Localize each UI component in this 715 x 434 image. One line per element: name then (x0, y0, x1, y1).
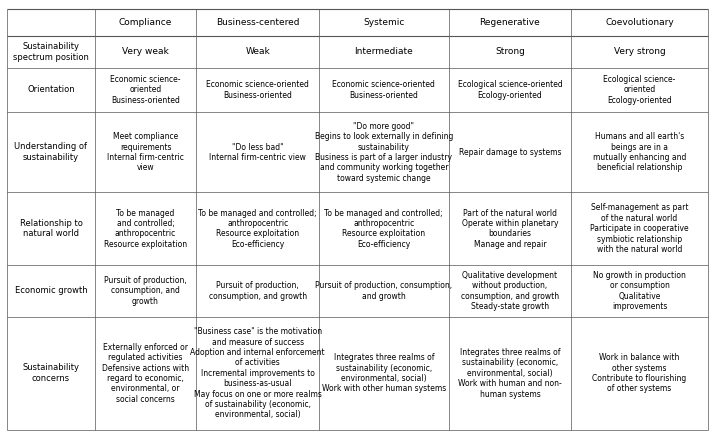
Text: Qualitative development
without production,
consumption, and growth
Steady-state: Qualitative development without producti… (461, 271, 559, 311)
Text: Pursuit of production,
consumption, and growth: Pursuit of production, consumption, and … (209, 281, 307, 301)
Text: Externally enforced or
regulated activities
Defensive actions with
regard to eco: Externally enforced or regulated activit… (102, 343, 189, 404)
Text: Economic science-oriented
Business-oriented: Economic science-oriented Business-orien… (332, 80, 435, 99)
Text: Business-centered: Business-centered (216, 18, 300, 26)
Text: Coevolutionary: Coevolutionary (605, 18, 674, 26)
Text: Systemic: Systemic (363, 18, 405, 26)
Text: Integrates three realms of
sustainability (economic,
environmental, social)
Work: Integrates three realms of sustainabilit… (322, 353, 446, 394)
Text: "Do more good"
Begins to look externally in defining
sustainability
Business is : "Do more good" Begins to look externally… (315, 122, 453, 183)
Text: Very weak: Very weak (122, 47, 169, 56)
Text: Weak: Weak (245, 47, 270, 56)
Text: Orientation: Orientation (27, 85, 75, 94)
Text: Meet compliance
requirements
Internal firm-centric
view: Meet compliance requirements Internal fi… (107, 132, 184, 172)
Text: Sustainability
spectrum position: Sustainability spectrum position (13, 42, 89, 62)
Text: Economic science-oriented
Business-oriented: Economic science-oriented Business-orien… (206, 80, 309, 99)
Text: Ecological science-
oriented
Ecology-oriented: Ecological science- oriented Ecology-ori… (603, 75, 676, 105)
Text: Integrates three realms of
sustainability (economic,
environmental, social)
Work: Integrates three realms of sustainabilit… (458, 348, 562, 399)
Text: Regenerative: Regenerative (480, 18, 541, 26)
Text: Work in balance with
other systems
Contribute to flourishing
of other systems: Work in balance with other systems Contr… (593, 353, 686, 394)
Text: Pursuit of production, consumption,
and growth: Pursuit of production, consumption, and … (315, 281, 453, 301)
Text: Strong: Strong (495, 47, 525, 56)
Text: Humans and all earth's
beings are in a
mutually enhancing and
beneficial relatio: Humans and all earth's beings are in a m… (593, 132, 686, 172)
Text: "Do less bad"
Internal firm-centric view: "Do less bad" Internal firm-centric view (209, 142, 306, 162)
Text: To be managed
and controlled;
anthropocentric
Resource exploitation: To be managed and controlled; anthropoce… (104, 208, 187, 249)
Text: Intermediate: Intermediate (355, 47, 413, 56)
Text: Part of the natural world
Operate within planetary
boundaries
Manage and repair: Part of the natural world Operate within… (462, 208, 558, 249)
Text: Repair damage to systems: Repair damage to systems (458, 148, 561, 157)
Text: Relationship to
natural world: Relationship to natural world (19, 219, 82, 238)
Text: Economic science-
oriented
Business-oriented: Economic science- oriented Business-orie… (110, 75, 181, 105)
Text: "Business case" is the motivation
and measure of success
Adoption and internal e: "Business case" is the motivation and me… (190, 327, 325, 420)
Text: Economic growth: Economic growth (14, 286, 87, 296)
Text: Compliance: Compliance (119, 18, 172, 26)
Text: Pursuit of production,
consumption, and
growth: Pursuit of production, consumption, and … (104, 276, 187, 306)
Text: To be managed and controlled;
anthropocentric
Resource exploitation
Eco-efficien: To be managed and controlled; anthropoce… (198, 208, 317, 249)
Text: To be managed and controlled;
anthropocentric
Resource exploitation
Eco-efficien: To be managed and controlled; anthropoce… (325, 208, 443, 249)
Text: Sustainability
concerns: Sustainability concerns (22, 364, 79, 383)
Text: Ecological science-oriented
Ecology-oriented: Ecological science-oriented Ecology-orie… (458, 80, 562, 99)
Text: Understanding of
sustainability: Understanding of sustainability (14, 142, 87, 162)
Text: Very strong: Very strong (613, 47, 666, 56)
Text: No growth in production
or consumption
Qualitative
improvements: No growth in production or consumption Q… (593, 271, 686, 311)
Text: Self-management as part
of the natural world
Participate in cooperative
symbioti: Self-management as part of the natural w… (590, 203, 689, 254)
